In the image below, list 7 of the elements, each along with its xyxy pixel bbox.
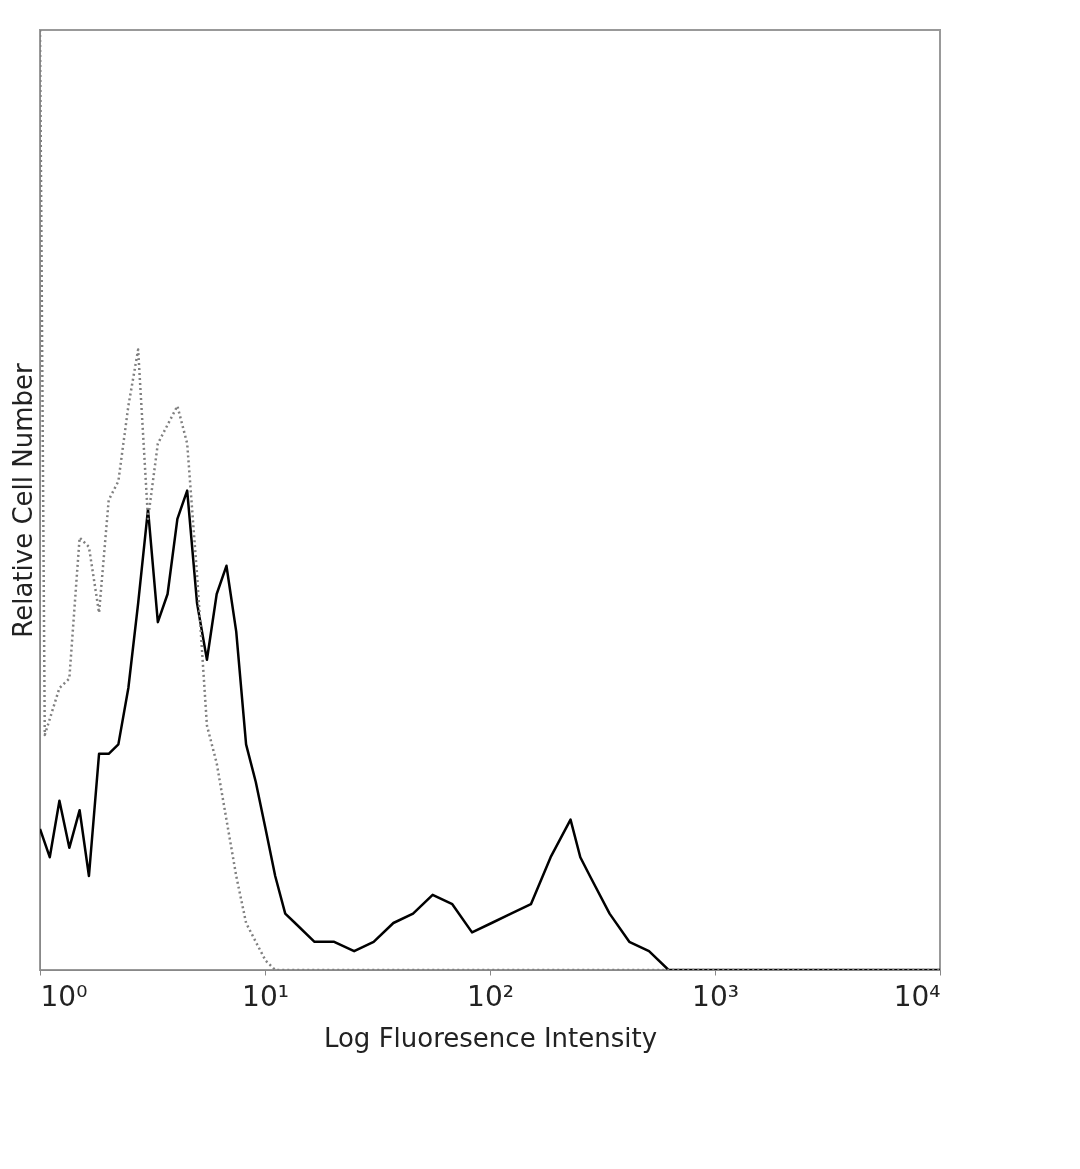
x-tick-label: 10⁰ [40, 979, 88, 1013]
x-tick-label: 10² [467, 979, 514, 1013]
x-tick-label: 10³ [692, 979, 739, 1013]
x-tick-label: 10⁴ [893, 979, 941, 1013]
y-axis-title: Relative Cell Number [7, 362, 38, 638]
x-tick-label: 10¹ [242, 979, 289, 1013]
x-axis-title: Log Fluoresence Intensity [323, 1022, 658, 1053]
